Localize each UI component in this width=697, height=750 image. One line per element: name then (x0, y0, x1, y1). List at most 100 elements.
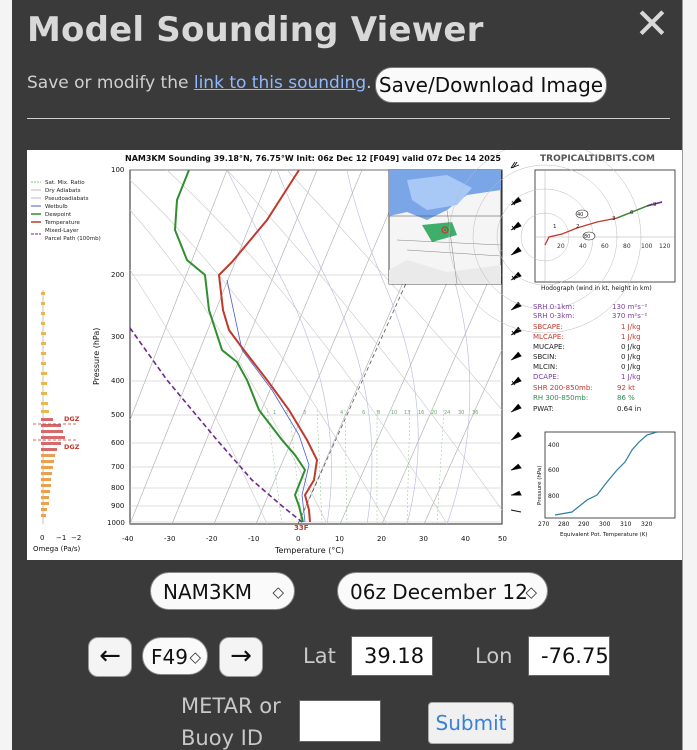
sounding-header: NAM3KM Sounding 39.18°N, 76.75°W Init: 0… (125, 154, 501, 163)
theta-xtick: 320 (641, 521, 653, 528)
close-icon[interactable]: ✕ (634, 0, 670, 48)
lat-input[interactable]: 39.18 (351, 636, 433, 676)
metar-label-line1: METAR or (181, 694, 281, 718)
theta-ylabel: Pressure (hPa) (537, 466, 543, 505)
mix-ratio-label: 2 (285, 410, 288, 416)
hodo-tick: 100 (641, 243, 653, 250)
stat-value: 0 J/kg (621, 343, 641, 351)
omega-axis-label: Omega (Pa/s) (33, 545, 81, 553)
legend-item: Dewpoint (45, 212, 72, 218)
temp-tick: -20 (206, 535, 217, 543)
temp-tick: -40 (122, 535, 133, 543)
dgz-label-top: DGZ (64, 415, 80, 423)
stat-name: SBCIN: (533, 353, 557, 361)
hodo-tick: 20 (557, 243, 565, 250)
sounding-controls: NAM3KM ◇ 06z December 12 ◇ ← F49 ◇ → Lat… (12, 560, 682, 750)
wind-barbs (510, 161, 522, 513)
mix-ratio-labels: 1 2 3 4 6 8 10 13 16 20 24 30 36 (273, 410, 478, 416)
pressure-tick: 900 (111, 502, 124, 510)
mix-ratio-label: 24 (444, 410, 450, 416)
parcel-path-line (129, 327, 303, 523)
thermo-stats: SRH 0-1km: 130 m²s⁻² SRH 0-3km: 370 m²s⁻² … (533, 303, 648, 413)
theta-xlabel: Equivalent Pot. Temperature (K) (560, 532, 648, 538)
theta-ytick: 600 (548, 467, 560, 474)
hodo-point: 9 (653, 202, 657, 208)
stat-value: 130 m²s⁻² (612, 303, 648, 311)
theta-ytick: 800 (548, 493, 560, 500)
temp-tick: 30 (419, 535, 428, 543)
omega-tick: −1 (56, 534, 66, 542)
legend-item: Mixed-Layer (45, 228, 79, 234)
save-instructions: Save or modify the link to this sounding… (27, 73, 372, 93)
hodo-point: 6 (630, 210, 634, 216)
run-select-value: 06z December 12 (350, 580, 528, 604)
stat-name: PWAT: (533, 405, 554, 413)
hodo-ring-label: 80 (584, 234, 590, 240)
hodograph-caption: Hodograph (wind in kt, height in km) (541, 285, 652, 292)
surface-temp-label: 33F (294, 524, 309, 532)
save-download-button[interactable]: Save/Download Image (375, 67, 607, 103)
subline-prefix: Save or modify the (27, 73, 194, 93)
mix-ratio-label: 6 (362, 410, 365, 416)
prev-hour-button[interactable]: ← (88, 637, 132, 677)
sounding-modal: Model Sounding Viewer ✕ Save or modify t… (12, 0, 682, 750)
brand-label: TROPICALTIDBITS.COM (540, 154, 655, 164)
legend-item: Pseudoadiabats (45, 196, 89, 202)
temperature-ticks: -40 -30 -20 -10 0 10 20 30 40 50 (122, 535, 507, 543)
stat-name: SRH 0-1km: (533, 303, 574, 311)
lon-label: Lon (475, 644, 513, 668)
lon-input[interactable]: -76.75 (528, 636, 610, 676)
mix-ratio-label: 3 (303, 410, 306, 416)
model-select[interactable]: NAM3KM ◇ (150, 572, 295, 610)
next-hour-button[interactable]: → (219, 637, 263, 677)
stat-value: 86 % (617, 394, 635, 402)
stat-value: 1 J/kg (621, 373, 641, 381)
mix-ratio-label: 13 (404, 410, 410, 416)
hodo-ring-label: 40 (577, 212, 583, 218)
theta-xtick: 300 (599, 521, 611, 528)
omega-tick: −2 (71, 534, 81, 542)
temp-tick: -10 (248, 535, 259, 543)
stat-name: MUCAPE: (533, 343, 565, 351)
temp-tick: 40 (461, 535, 470, 543)
hodo-point: 2 (576, 224, 580, 230)
temperature-axis-label: Temperature (°C) (274, 546, 344, 555)
pressure-tick: 800 (111, 484, 124, 492)
pressure-tick: 600 (111, 439, 124, 447)
mix-ratio-label: 20 (431, 410, 437, 416)
chevron-updown-icon: ◇ (189, 648, 201, 666)
submit-button[interactable]: Submit (428, 702, 514, 744)
sounding-link[interactable]: link to this sounding (193, 73, 367, 93)
theta-xtick: 310 (620, 521, 632, 528)
mix-ratio-label: 16 (418, 410, 424, 416)
mix-ratio-label: 1 (273, 410, 276, 416)
pressure-tick: 100 (111, 166, 124, 174)
subline-suffix: . (366, 73, 372, 93)
stat-value: 0 J/kg (621, 363, 641, 371)
omega-tick: 0 (40, 534, 44, 542)
dgz-label-bottom: DGZ (64, 443, 80, 451)
stat-name: SBCAPE: (533, 323, 563, 331)
pressure-tick: 1000 (107, 519, 125, 527)
forecast-hour-select[interactable]: F49 ◇ (142, 637, 208, 675)
legend-item: Sat. Mix. Ratio (45, 180, 85, 186)
legend-item: Dry Adiabats (45, 188, 81, 194)
pressure-axis-label: Pressure (hPa) (92, 328, 101, 385)
pressure-ticks: 100 200 300 400 500 600 700 800 900 1000 (107, 166, 125, 527)
stat-value: 1 J/kg (621, 323, 641, 331)
page-backdrop-left (0, 0, 14, 750)
theta-ytick: 400 (548, 442, 560, 449)
temp-tick: -30 (164, 535, 175, 543)
metar-input[interactable] (299, 700, 381, 742)
stat-name: SHR 200-850mb: (533, 384, 593, 392)
run-select[interactable]: 06z December 12 ◇ (337, 572, 548, 610)
hodo-point: 1 (553, 224, 557, 230)
stat-value: 1 J/kg (621, 333, 641, 341)
dewpoint-line (173, 169, 307, 523)
mix-ratio-label: 4 (340, 410, 343, 416)
temp-tick: 50 (498, 535, 507, 543)
hodo-tick: 120 (659, 243, 671, 250)
stat-name: SRH 0-3km: (533, 312, 574, 320)
stat-value: 0 J/kg (621, 353, 641, 361)
skewt-legend: Sat. Mix. Ratio Dry Adiabats Pseudoadiab… (31, 180, 101, 242)
